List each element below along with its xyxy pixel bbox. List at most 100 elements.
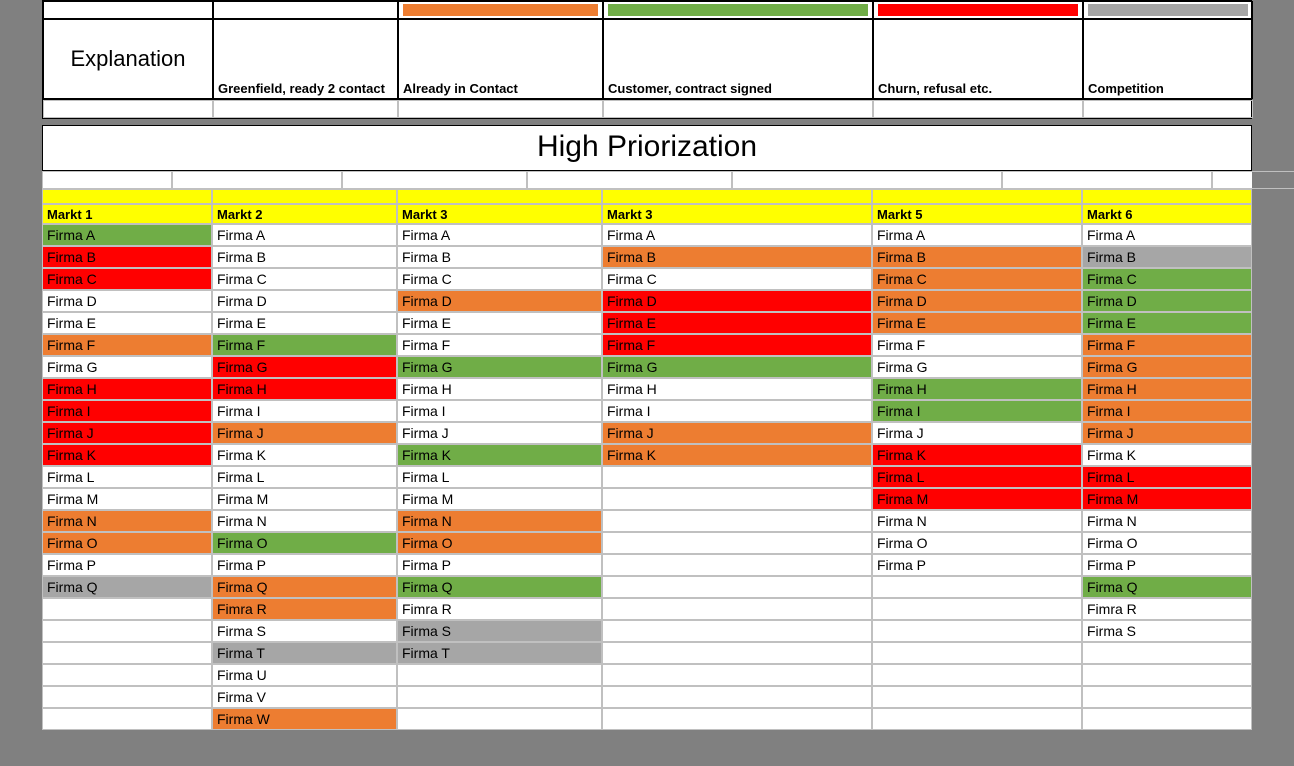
data-cell[interactable]: Firma N xyxy=(1082,510,1252,532)
data-cell[interactable]: Firma F xyxy=(1082,334,1252,356)
data-cell[interactable] xyxy=(602,642,872,664)
data-cell[interactable] xyxy=(872,642,1082,664)
data-cell[interactable]: Fimra R xyxy=(212,598,397,620)
data-cell[interactable]: Firma L xyxy=(397,466,602,488)
data-cell[interactable]: Firma L xyxy=(42,466,212,488)
data-cell[interactable]: Firma E xyxy=(42,312,212,334)
data-cell[interactable]: Firma Q xyxy=(42,576,212,598)
data-cell[interactable]: Firma T xyxy=(212,642,397,664)
data-cell[interactable]: Firma P xyxy=(212,554,397,576)
data-cell[interactable]: Firma J xyxy=(397,422,602,444)
data-cell[interactable]: Firma N xyxy=(42,510,212,532)
data-cell[interactable]: Firma C xyxy=(397,268,602,290)
data-cell[interactable] xyxy=(1082,686,1252,708)
data-cell[interactable]: Firma L xyxy=(212,466,397,488)
data-cell[interactable]: Firma M xyxy=(42,488,212,510)
data-cell[interactable] xyxy=(1082,708,1252,730)
data-cell[interactable]: Firma Q xyxy=(212,576,397,598)
data-cell[interactable]: Firma C xyxy=(1082,268,1252,290)
column-header[interactable]: Markt 2 xyxy=(212,204,397,224)
data-cell[interactable]: Firma P xyxy=(397,554,602,576)
data-cell[interactable]: Firma E xyxy=(602,312,872,334)
data-cell[interactable]: Firma G xyxy=(1082,356,1252,378)
column-header[interactable]: Markt 6 xyxy=(1082,204,1252,224)
data-cell[interactable]: Firma M xyxy=(212,488,397,510)
data-cell[interactable] xyxy=(872,598,1082,620)
data-cell[interactable] xyxy=(1082,642,1252,664)
data-cell[interactable]: Firma G xyxy=(602,356,872,378)
column-header[interactable]: Markt 1 xyxy=(42,204,212,224)
data-cell[interactable]: Firma I xyxy=(1082,400,1252,422)
data-cell[interactable]: Firma D xyxy=(42,290,212,312)
data-cell[interactable] xyxy=(602,532,872,554)
data-cell[interactable] xyxy=(872,708,1082,730)
data-cell[interactable]: Firma V xyxy=(212,686,397,708)
data-cell[interactable]: Firma N xyxy=(212,510,397,532)
data-cell[interactable]: Firma D xyxy=(872,290,1082,312)
data-cell[interactable]: Firma B xyxy=(212,246,397,268)
data-cell[interactable]: Firma M xyxy=(1082,488,1252,510)
data-cell[interactable] xyxy=(42,708,212,730)
data-cell[interactable]: Firma H xyxy=(872,378,1082,400)
data-cell[interactable]: Firma C xyxy=(42,268,212,290)
data-cell[interactable]: Firma N xyxy=(397,510,602,532)
data-cell[interactable]: Firma K xyxy=(42,444,212,466)
data-cell[interactable]: Fimra R xyxy=(1082,598,1252,620)
data-cell[interactable]: Firma A xyxy=(1082,224,1252,246)
data-cell[interactable]: Firma F xyxy=(872,334,1082,356)
data-cell[interactable]: Firma J xyxy=(872,422,1082,444)
data-cell[interactable]: Firma G xyxy=(397,356,602,378)
data-cell[interactable] xyxy=(1082,664,1252,686)
data-cell[interactable]: Firma J xyxy=(212,422,397,444)
data-cell[interactable]: Firma F xyxy=(42,334,212,356)
data-cell[interactable]: Firma I xyxy=(397,400,602,422)
data-cell[interactable]: Firma L xyxy=(872,466,1082,488)
data-cell[interactable]: Firma O xyxy=(397,532,602,554)
data-cell[interactable] xyxy=(602,510,872,532)
data-cell[interactable]: Firma A xyxy=(872,224,1082,246)
data-cell[interactable]: Firma E xyxy=(397,312,602,334)
data-cell[interactable]: Firma H xyxy=(602,378,872,400)
data-cell[interactable]: Firma B xyxy=(397,246,602,268)
data-cell[interactable]: Firma F xyxy=(212,334,397,356)
data-cell[interactable]: Firma A xyxy=(397,224,602,246)
data-cell[interactable]: Firma K xyxy=(602,444,872,466)
data-cell[interactable]: Firma C xyxy=(212,268,397,290)
data-cell[interactable]: Firma A xyxy=(212,224,397,246)
data-cell[interactable]: Firma E xyxy=(212,312,397,334)
data-cell[interactable]: Firma I xyxy=(212,400,397,422)
data-cell[interactable]: Firma S xyxy=(397,620,602,642)
data-cell[interactable] xyxy=(397,664,602,686)
data-cell[interactable] xyxy=(602,598,872,620)
data-cell[interactable]: Firma F xyxy=(397,334,602,356)
data-cell[interactable]: Firma H xyxy=(1082,378,1252,400)
data-cell[interactable] xyxy=(602,466,872,488)
data-cell[interactable]: Firma K xyxy=(397,444,602,466)
data-cell[interactable]: Firma P xyxy=(1082,554,1252,576)
data-cell[interactable] xyxy=(42,686,212,708)
data-cell[interactable]: Firma B xyxy=(42,246,212,268)
data-cell[interactable] xyxy=(602,576,872,598)
data-cell[interactable] xyxy=(602,664,872,686)
data-cell[interactable] xyxy=(602,554,872,576)
data-cell[interactable] xyxy=(602,686,872,708)
column-header[interactable]: Markt 3 xyxy=(397,204,602,224)
data-cell[interactable] xyxy=(397,686,602,708)
data-cell[interactable] xyxy=(42,598,212,620)
data-cell[interactable]: Firma J xyxy=(602,422,872,444)
data-cell[interactable] xyxy=(872,686,1082,708)
data-cell[interactable]: Firma O xyxy=(872,532,1082,554)
column-header[interactable]: Markt 3 xyxy=(602,204,872,224)
data-cell[interactable] xyxy=(872,576,1082,598)
data-cell[interactable]: Firma I xyxy=(602,400,872,422)
data-cell[interactable]: Firma D xyxy=(602,290,872,312)
data-cell[interactable] xyxy=(872,620,1082,642)
data-cell[interactable]: Firma I xyxy=(872,400,1082,422)
data-cell[interactable]: Firma B xyxy=(1082,246,1252,268)
data-cell[interactable]: Firma C xyxy=(602,268,872,290)
data-cell[interactable]: Firma L xyxy=(1082,466,1252,488)
data-cell[interactable]: Firma O xyxy=(42,532,212,554)
data-cell[interactable]: Firma D xyxy=(397,290,602,312)
data-cell[interactable]: Firma A xyxy=(42,224,212,246)
data-cell[interactable] xyxy=(42,620,212,642)
